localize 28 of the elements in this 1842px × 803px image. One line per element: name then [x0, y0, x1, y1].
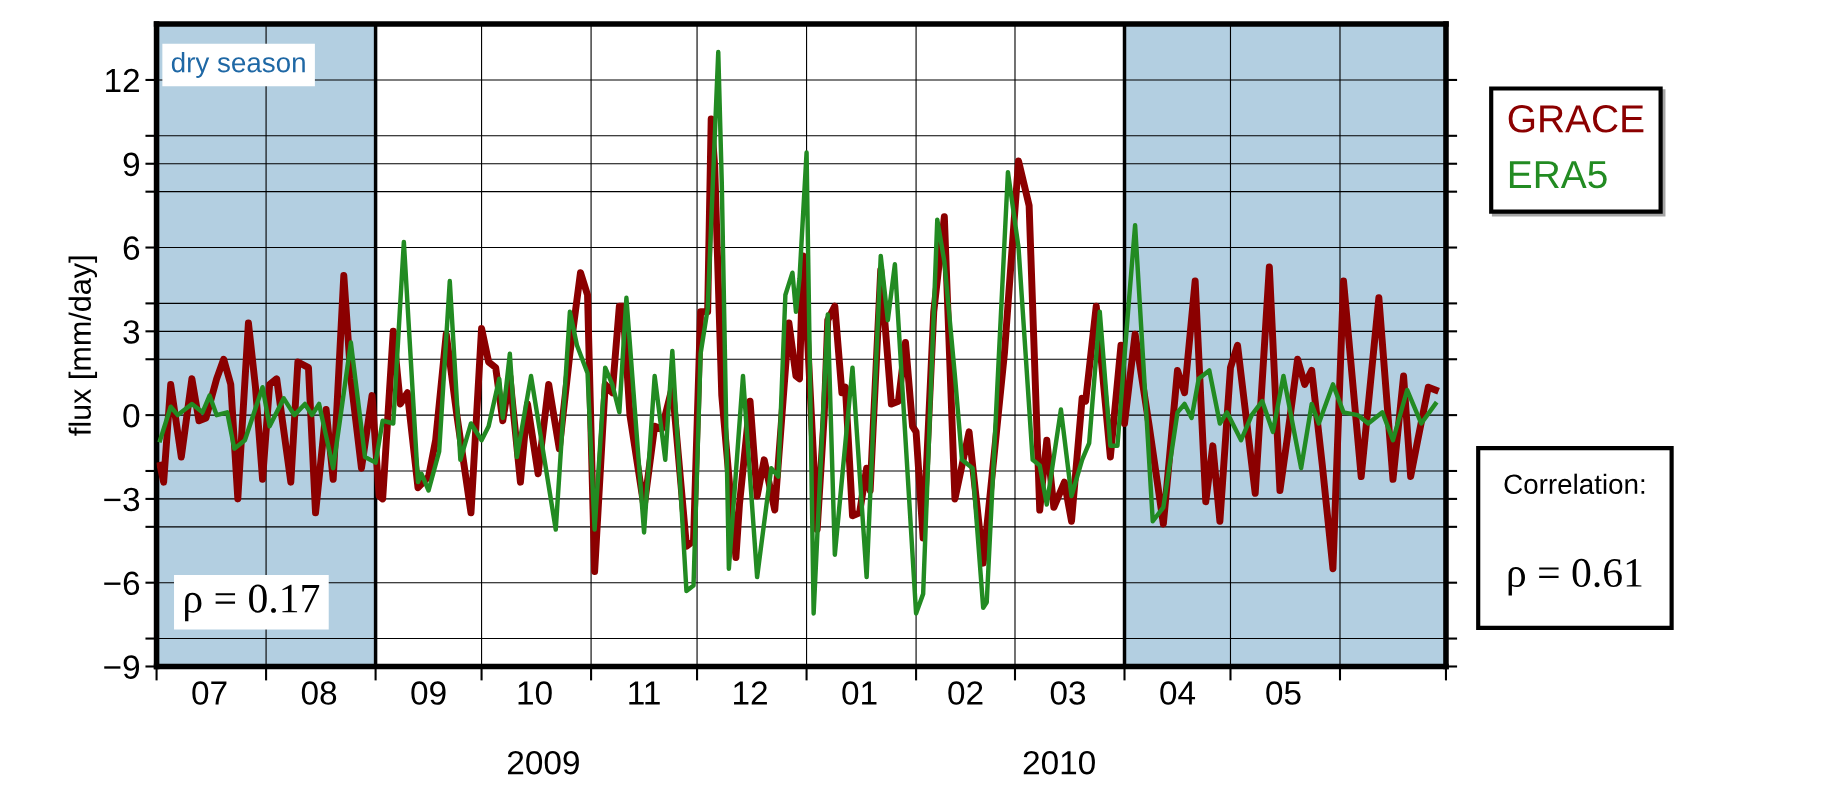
- y-tick-label: 12: [106, 68, 139, 93]
- x-tick-label: 02: [948, 681, 983, 705]
- text: Correlation:: [1504, 473, 1645, 495]
- x-tick-label: 12: [734, 681, 767, 705]
- y-tick-label: −3: [104, 487, 140, 512]
- y-tick-label: 0: [123, 403, 140, 428]
- y-tick-label: 9: [123, 152, 140, 177]
- x-tick-label: 08: [301, 681, 337, 705]
- y-tick-label: 3: [123, 320, 140, 344]
- x-tick-label: 07: [192, 681, 227, 705]
- x-tick-label: 03: [1050, 681, 1086, 705]
- y-axis-title: flux [mm/day]: [68, 256, 98, 436]
- text: ERA5: [1509, 161, 1607, 189]
- text: 2009: [507, 750, 579, 775]
- annotation: ρ = 0.17: [185, 584, 320, 622]
- x-tick-label: 05: [1266, 681, 1301, 705]
- x-tick-label: 11: [629, 681, 660, 705]
- text: GRACE: [1508, 105, 1644, 133]
- y-tick-label: −6: [104, 571, 140, 596]
- x-tick-label: 04: [1160, 681, 1196, 705]
- x-tick-label: 09: [411, 681, 446, 705]
- x-tick-label: 01: [842, 681, 877, 705]
- x-tick-label: 10: [518, 681, 552, 705]
- y-tick-label: −9: [104, 655, 140, 679]
- text: 2010: [1023, 750, 1095, 775]
- text: ρ = 0.61: [1508, 558, 1642, 596]
- y-tick-label: 6: [123, 236, 140, 260]
- band-label: dry season: [171, 52, 305, 78]
